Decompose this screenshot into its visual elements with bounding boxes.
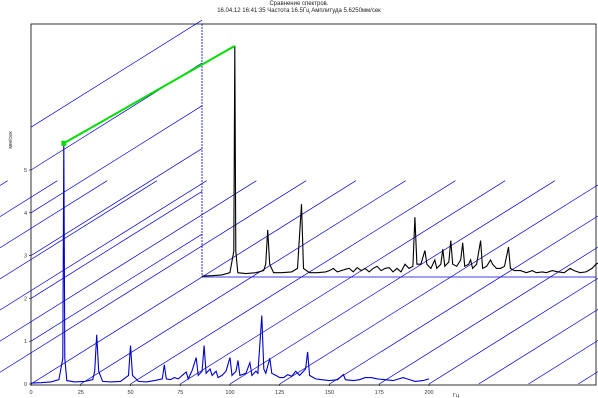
y-tick-label: 0 (24, 382, 27, 388)
x-tick-label: 0 (29, 390, 32, 396)
plot-frame (30, 23, 597, 386)
grid-line-x (528, 340, 598, 385)
marker-connector-line (63, 45, 236, 145)
y-tick-label: 1 (24, 339, 27, 345)
grid-line-y (30, 148, 203, 256)
x-tick-label: 75 (177, 390, 183, 396)
grid-line-x (229, 180, 556, 385)
grid-line-x (329, 215, 598, 385)
grid-line-x (0, 180, 257, 342)
marker-point[interactable] (61, 140, 67, 146)
x-axis-label: Гц (453, 393, 460, 398)
grid-lines (0, 19, 598, 385)
x-tick-label: 100 (225, 390, 234, 396)
series-line-2 (201, 45, 598, 277)
chart-title: Сравнение спектров. (269, 1, 329, 7)
grid-line-x (0, 180, 8, 186)
grid-line-x (0, 180, 207, 311)
x-tick-label: 150 (325, 390, 334, 396)
grid-line-x (0, 180, 108, 249)
axis-layer: 0 25 50 75 100 125 150 175 200 0 1 2 3 4 5 (24, 168, 434, 396)
y-tick-label: 3 (24, 254, 27, 260)
series-layer (30, 45, 598, 384)
x-tick-label: 50 (127, 390, 133, 396)
grid-line-x (478, 308, 598, 385)
chart-subtitle: 16.04.12 16:41:35 Частота 16.5Гц Амплиту… (217, 8, 381, 14)
grid-line-y (30, 191, 203, 299)
x-tick-label: 200 (424, 390, 433, 396)
x-tick-label: 25 (78, 390, 84, 396)
grid-line-x (130, 180, 456, 385)
x-tick-label: 175 (375, 390, 384, 396)
y-tick-label: 4 (24, 211, 27, 217)
grid-line-x (180, 180, 506, 385)
grid-line-x (279, 184, 598, 385)
grid-line-y (30, 105, 203, 214)
grid-line-y (30, 233, 203, 342)
grid-line-x (379, 246, 598, 385)
y-axis-label: мм/сек (8, 131, 14, 149)
grid-line-x (0, 180, 58, 218)
y-tick-label: 5 (24, 168, 27, 174)
grid-line-y (30, 19, 203, 128)
grid-line-x (0, 180, 307, 373)
grid-line-x (578, 371, 598, 385)
grid-line-x (80, 180, 406, 385)
grid-line-x (0, 180, 158, 280)
y-tick-label: 2 (24, 296, 27, 302)
x-tick-label: 125 (275, 390, 284, 396)
grid-line-x (428, 277, 598, 385)
series-line-1 (30, 143, 430, 384)
